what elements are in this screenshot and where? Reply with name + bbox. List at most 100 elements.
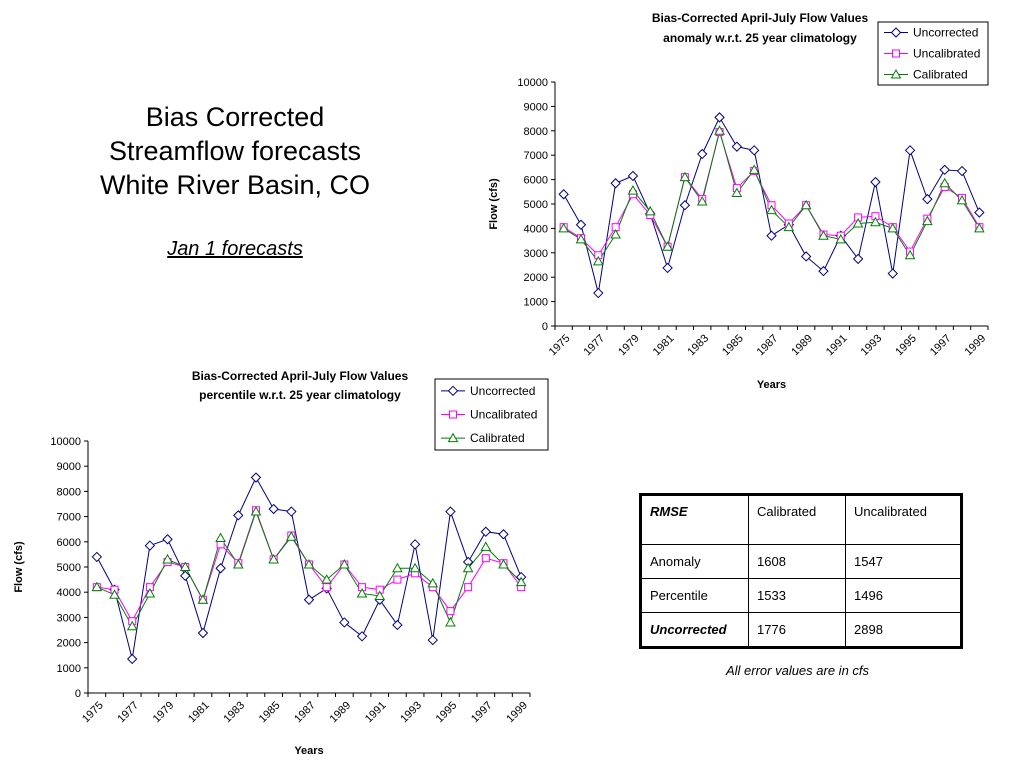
data-point-calibrated <box>973 222 985 233</box>
data-point-uncalibrated <box>446 607 455 616</box>
y-tick-label: 5000 <box>57 562 81 574</box>
data-point-uncorrected <box>748 145 760 156</box>
data-point-calibrated <box>956 194 968 205</box>
table-header-rmse: RMSE <box>640 494 749 545</box>
data-point-uncorrected <box>610 178 621 189</box>
data-point-calibrated <box>197 594 209 604</box>
data-point-uncorrected <box>427 634 438 646</box>
data-point-uncorrected <box>126 653 138 665</box>
slide-title-line-3: White River Basin, CO <box>99 170 371 200</box>
data-point-uncorrected <box>766 230 777 241</box>
data-point-calibrated <box>835 233 847 244</box>
slide-title: Bias Corrected Streamflow forecasts Whit… <box>60 100 410 202</box>
y-tick-label: 6000 <box>57 537 81 549</box>
x-axis-label: Years <box>757 379 786 391</box>
x-tick-label: 1977 <box>115 699 141 725</box>
y-tick-label: 4000 <box>57 587 81 599</box>
data-point-uncorrected <box>679 200 691 211</box>
data-point-uncorrected <box>904 145 916 156</box>
data-point-calibrated <box>445 616 456 627</box>
data-point-uncorrected <box>662 262 673 274</box>
data-point-calibrated <box>462 562 474 573</box>
data-point-calibrated <box>162 553 173 564</box>
data-point-uncalibrated <box>481 554 490 563</box>
data-point-uncorrected <box>852 253 864 265</box>
data-point-uncorrected <box>180 570 191 582</box>
data-point-calibrated <box>852 218 864 228</box>
legend-label: Uncorrected <box>470 384 535 398</box>
data-point-uncorrected <box>392 619 403 631</box>
data-point-calibrated <box>303 558 315 569</box>
data-point-uncorrected <box>250 472 262 483</box>
data-point-uncorrected <box>922 193 933 205</box>
data-point-calibrated <box>109 589 120 599</box>
data-point-calibrated <box>644 205 656 216</box>
y-tick-label: 0 <box>542 321 548 333</box>
data-point-calibrated <box>339 558 350 569</box>
data-point-uncorrected <box>445 506 456 517</box>
data-point-calibrated <box>922 215 933 226</box>
y-tick-label: 2000 <box>524 272 548 284</box>
x-tick-label: 1999 <box>504 699 530 725</box>
x-tick-label: 1987 <box>292 699 318 725</box>
chart-title-line: Bias-Corrected April-July Flow Values <box>652 11 869 25</box>
table-cell: 1496 <box>845 578 962 613</box>
data-point-uncorrected <box>162 534 173 545</box>
y-tick-label: 10000 <box>50 436 81 448</box>
x-tick-label: 1997 <box>469 699 495 725</box>
legend-marker <box>890 68 902 79</box>
data-point-calibrated <box>144 587 156 598</box>
data-point-calibrated <box>679 171 691 182</box>
table-header-calibrated: Calibrated <box>748 494 846 545</box>
y-tick-label: 8000 <box>57 486 81 498</box>
table-cell: 1547 <box>845 544 962 579</box>
table-row: Anomaly 1608 1547 <box>640 544 962 579</box>
data-point-uncorrected <box>870 176 881 188</box>
data-point-calibrated <box>558 222 570 233</box>
data-point-uncorrected <box>480 526 492 537</box>
x-tick-label: 1979 <box>151 699 177 725</box>
table-note: All error values are in cfs <box>725 663 870 678</box>
table-row: Uncorrected 1776 2898 <box>640 612 962 648</box>
table-cell: 1776 <box>748 612 846 648</box>
data-point-uncalibrated <box>393 575 402 584</box>
data-point-uncorrected <box>974 207 985 218</box>
data-point-uncorrected <box>144 540 156 551</box>
slide-subtitle: Jan 1 forecasts <box>167 238 303 260</box>
data-point-uncorrected <box>303 594 315 605</box>
data-point-uncorrected <box>939 164 950 176</box>
data-point-calibrated <box>714 125 725 135</box>
y-axis-label: Flow (cfs) <box>488 178 500 230</box>
data-point-calibrated <box>904 249 916 260</box>
data-point-uncorrected <box>409 539 421 550</box>
y-tick-label: 3000 <box>524 248 548 260</box>
x-tick-label: 1993 <box>398 699 424 725</box>
data-point-uncorrected <box>593 287 604 299</box>
data-point-uncalibrated <box>464 583 473 592</box>
data-point-calibrated <box>480 541 492 551</box>
y-axis-label: Flow (cfs) <box>13 541 25 593</box>
data-point-uncorrected <box>800 251 812 262</box>
data-point-calibrated <box>887 222 899 233</box>
data-point-uncorrected <box>627 170 639 182</box>
y-tick-label: 3000 <box>57 612 81 624</box>
table-cell: Anomaly <box>640 544 749 579</box>
data-point-calibrated <box>939 177 951 188</box>
legend-marker <box>449 410 457 419</box>
data-point-calibrated <box>392 562 403 573</box>
legend-label: Uncalibrated <box>470 408 537 422</box>
data-point-uncorrected <box>697 148 708 160</box>
table-cell: 1533 <box>748 578 846 613</box>
legend-marker <box>447 385 459 397</box>
data-point-uncorrected <box>356 631 368 642</box>
data-point-calibrated <box>498 558 509 569</box>
x-tick-label: 1975 <box>80 699 106 725</box>
data-point-calibrated <box>627 185 639 195</box>
data-point-uncorrected <box>197 627 209 639</box>
data-point-calibrated <box>374 590 386 600</box>
data-point-calibrated <box>126 620 138 631</box>
data-point-calibrated <box>800 199 812 210</box>
data-point-calibrated <box>215 532 226 543</box>
series-line-calibrated <box>96 510 522 628</box>
